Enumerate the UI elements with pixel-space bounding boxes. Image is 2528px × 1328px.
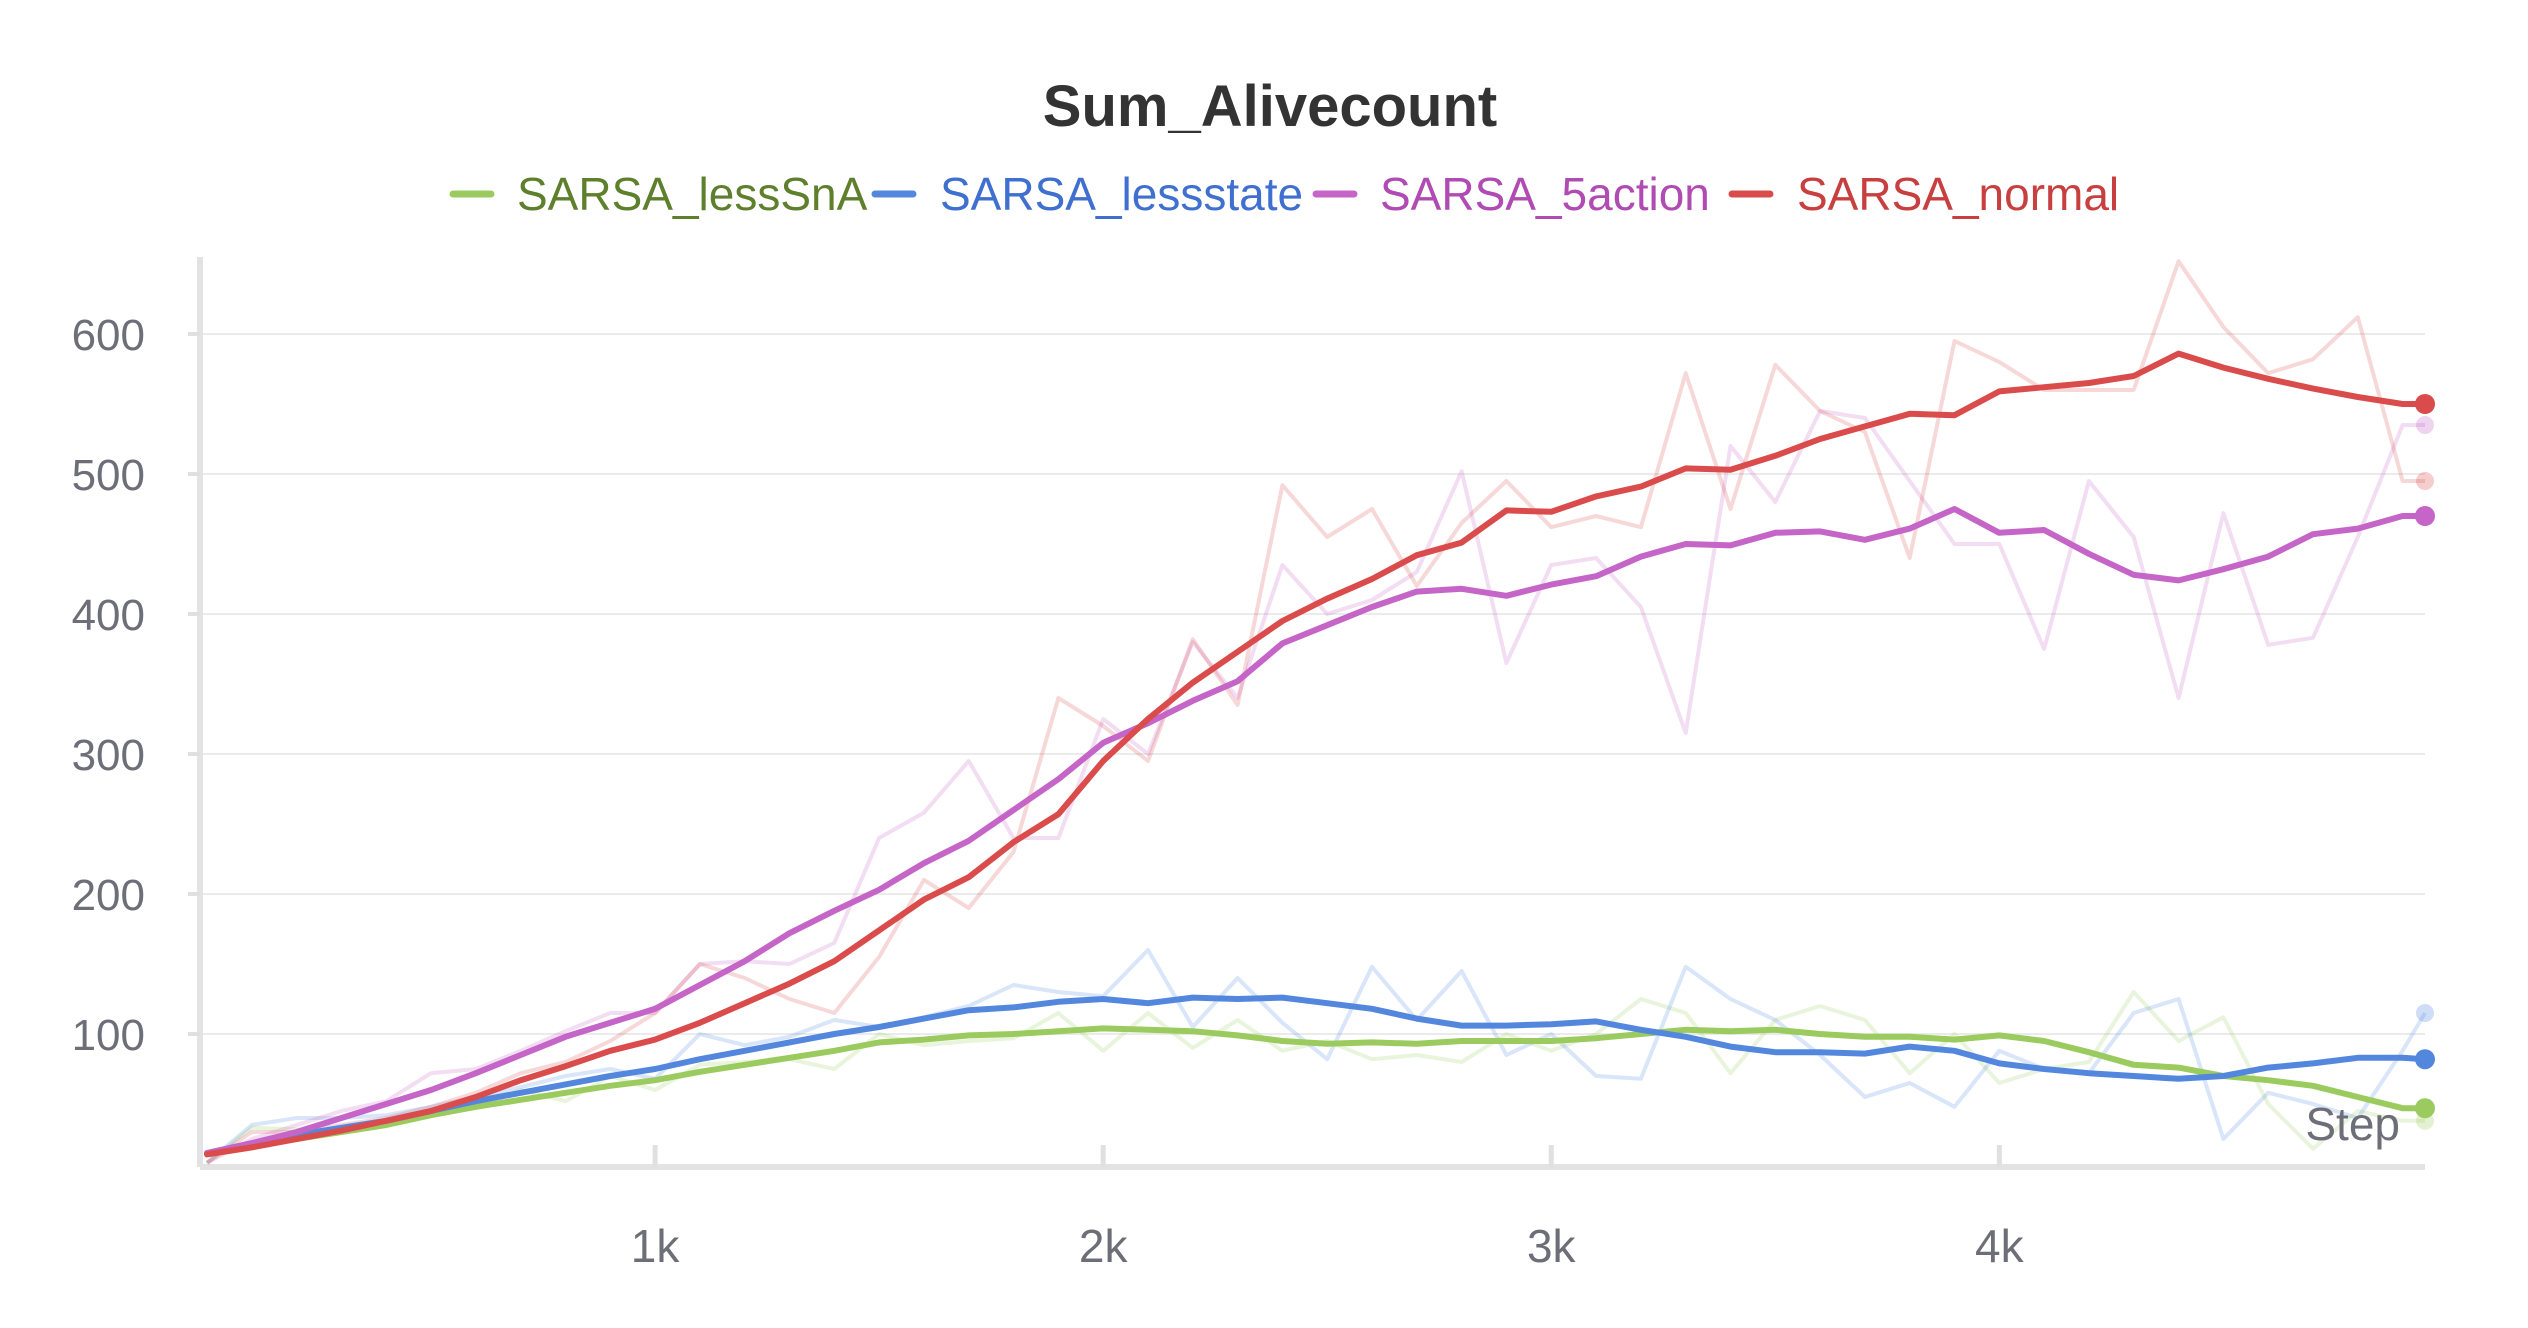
- chart-title: Sum_Alivecount: [1043, 74, 1497, 139]
- series-line-sarsa-5action: [204, 506, 2428, 1156]
- smoothed-series: [204, 350, 2435, 1158]
- y-tick-label: 100: [72, 1011, 145, 1060]
- y-tick-label: 500: [72, 451, 145, 500]
- raw-line-sarsa-5action: [206, 409, 2425, 1165]
- legend-label-sarsa-lessstate: SARSA_lessstate: [940, 168, 1303, 220]
- endpoint-sarsa-5action: [2415, 506, 2435, 526]
- raw-endpoint-sarsa-lessstate: [2416, 1004, 2434, 1022]
- y-tick-label: 400: [72, 591, 145, 640]
- series-line-sarsa-lesssna: [204, 1025, 2428, 1156]
- grid: [200, 333, 2425, 1035]
- legend-label-sarsa-normal: SARSA_normal: [1797, 168, 2119, 220]
- endpoint-sarsa-lessstate: [2415, 1049, 2435, 1070]
- axes: [197, 257, 2425, 1170]
- raw-line-sarsa-normal: [205, 259, 2425, 1165]
- y-tick-label: 300: [72, 731, 145, 780]
- endpoint-sarsa-lesssna: [2415, 1098, 2435, 1119]
- raw-endpoint-sarsa-normal: [2416, 472, 2434, 490]
- endpoint-sarsa-normal: [2415, 394, 2435, 414]
- x-tick-label: 4k: [1975, 1220, 2025, 1272]
- raw-series: [205, 259, 2434, 1165]
- ticks: 100 200 300 400 500 600 1k 2k 3k 4k: [72, 311, 2025, 1272]
- series-line-sarsa-normal: [204, 350, 2428, 1158]
- raw-endpoint-sarsa-5action: [2416, 416, 2434, 434]
- x-tick-label: 2k: [1079, 1220, 1129, 1272]
- legend-label-sarsa-lesssna: SARSA_lessSnA: [517, 168, 868, 220]
- y-tick-label: 200: [72, 871, 145, 920]
- x-tick-label: 3k: [1527, 1220, 1577, 1272]
- x-axis-label: Step: [2305, 1098, 2400, 1150]
- x-tick-label: 1k: [631, 1220, 681, 1272]
- y-tick-label: 600: [72, 311, 145, 360]
- legend: SARSA_lessSnA SARSA_lessstate SARSA_5actio…: [449, 168, 2119, 220]
- legend-label-sarsa-5action: SARSA_5action: [1380, 168, 1710, 220]
- series-line-sarsa-lessstate: [204, 994, 2428, 1156]
